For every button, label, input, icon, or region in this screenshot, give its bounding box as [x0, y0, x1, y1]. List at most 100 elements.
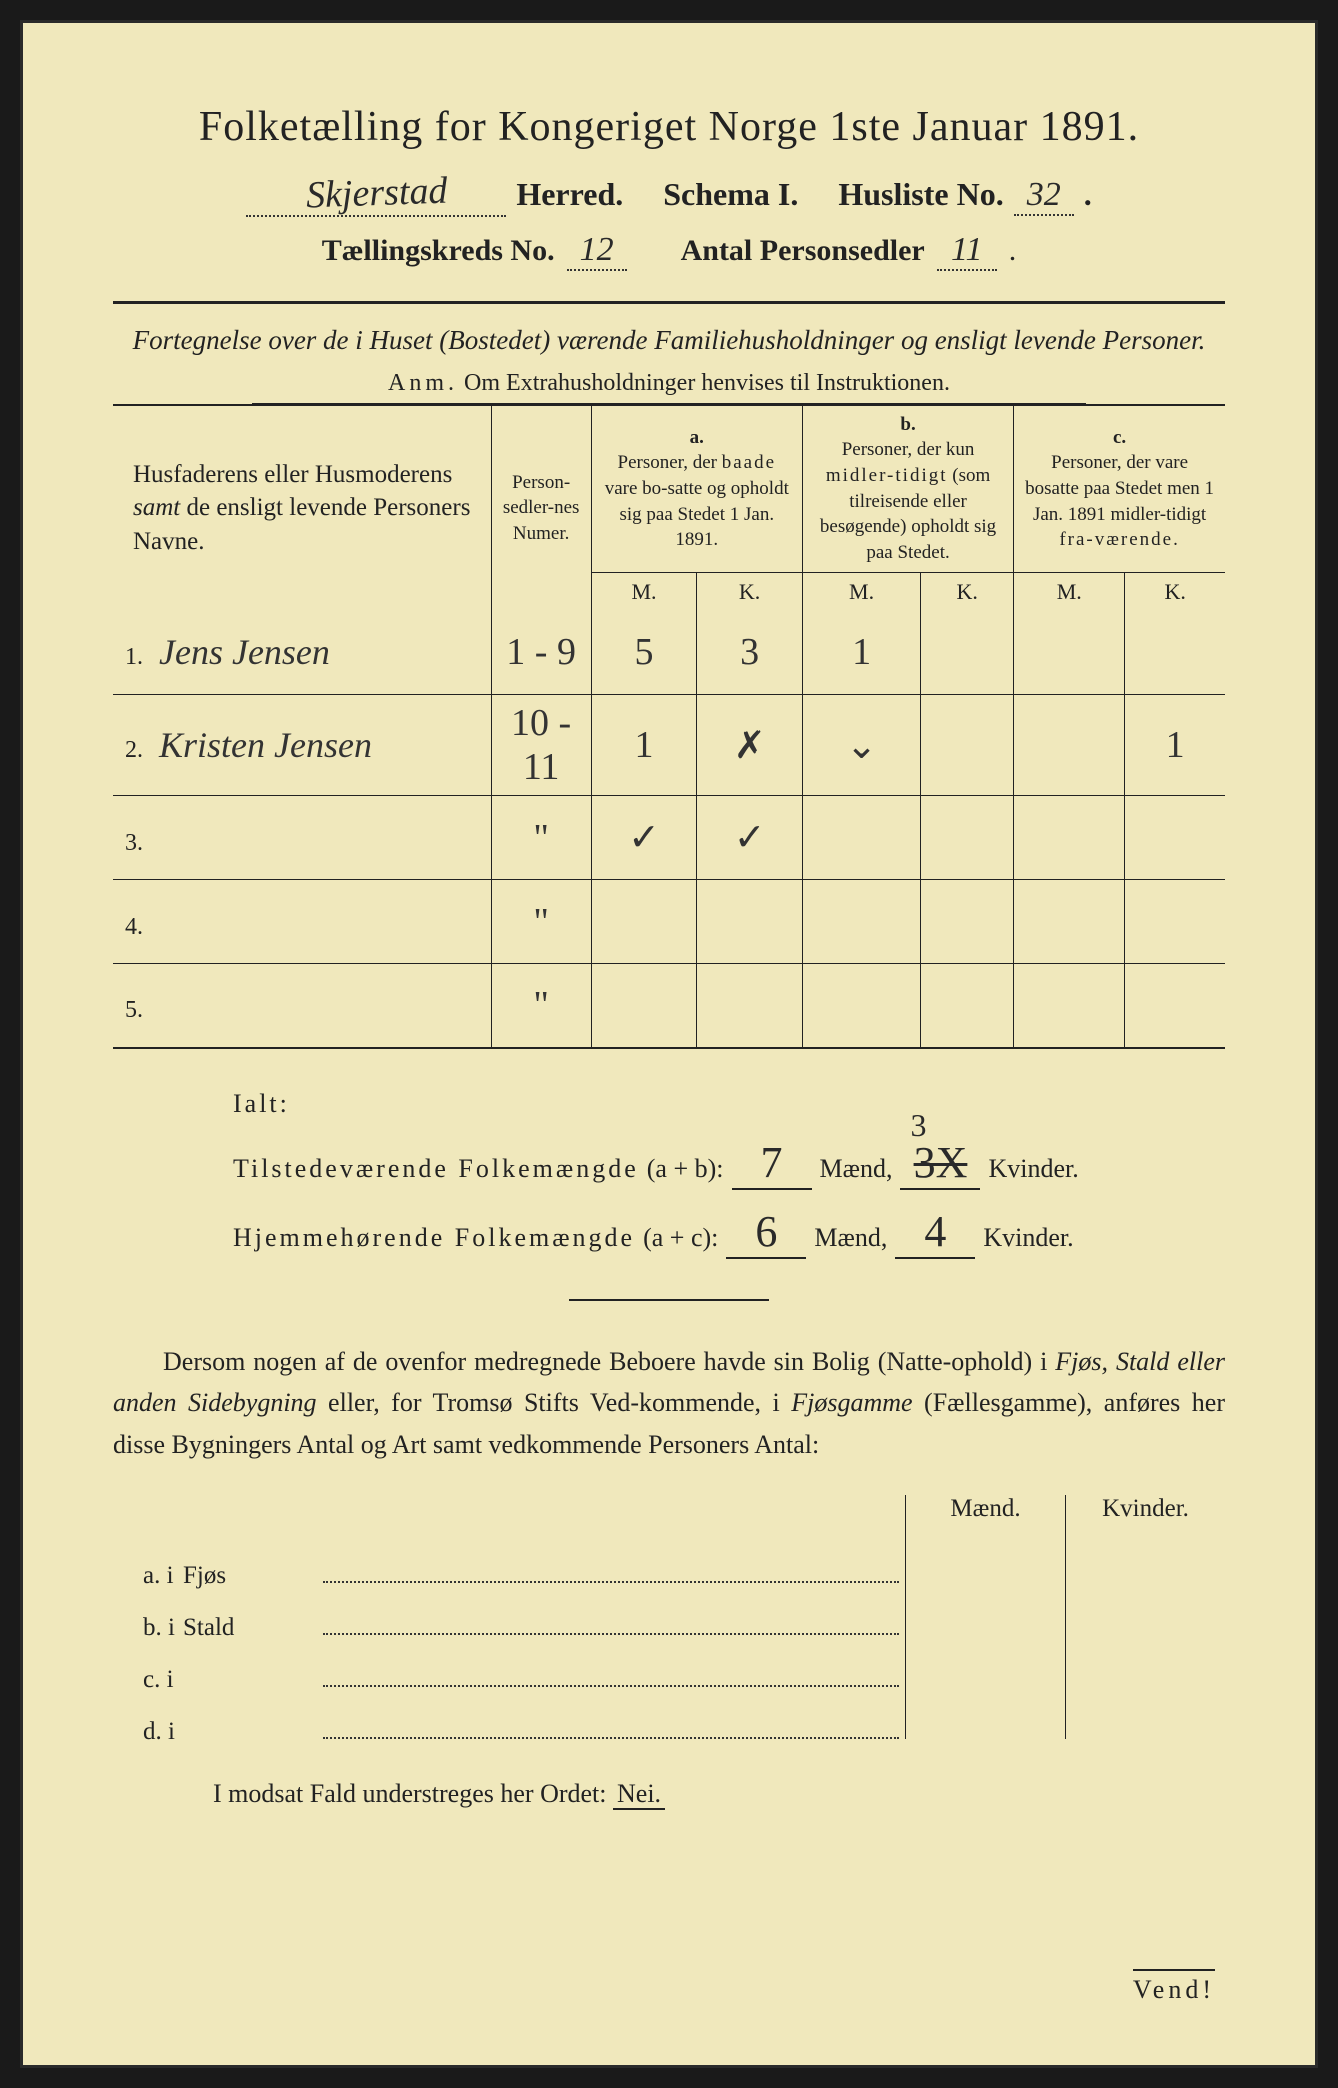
- divider: [113, 301, 1225, 304]
- table-row: 1. Jens Jensen1 - 9531: [113, 611, 1225, 695]
- row-maend: [905, 1635, 1065, 1687]
- b-m-cell: [802, 964, 920, 1048]
- total-present-k-struck: 3X: [914, 1138, 968, 1187]
- a-k-cell: 3: [697, 611, 803, 695]
- herred-handwritten: Skjerstad: [305, 169, 448, 218]
- row-kvinder: [1065, 1635, 1225, 1687]
- c-m-cell: [1014, 611, 1125, 695]
- a-m-cell: [591, 964, 697, 1048]
- col-c-m: M.: [1014, 572, 1125, 611]
- household-table: Husfaderens eller Husmoderens samt de en…: [113, 404, 1225, 1049]
- nei-word: Nei.: [613, 1779, 665, 1810]
- table-row: 2. Kristen Jensen10 - 111✗⌄1: [113, 695, 1225, 796]
- b-m-cell: ⌄: [802, 695, 920, 796]
- dwelling-row: b. iStald: [113, 1583, 1225, 1635]
- total-home-m: 6: [755, 1207, 777, 1256]
- col-c-header: c. Personer, der vare bosatte paa Stedet…: [1014, 405, 1225, 572]
- a-k-cell: ✗: [697, 695, 803, 796]
- a-k-cell: [697, 964, 803, 1048]
- anm-line: Anm. Om Extrahusholdninger henvises til …: [113, 370, 1225, 397]
- row-label: c. i: [113, 1666, 183, 1694]
- b-k-cell: [921, 611, 1014, 695]
- row-type: Stald: [183, 1614, 323, 1642]
- col-a-m: M.: [591, 572, 697, 611]
- a-k-cell: [697, 880, 803, 964]
- name-cell: 1. Jens Jensen: [113, 611, 491, 695]
- dotted-line: [323, 1737, 899, 1739]
- antal-no: 11: [951, 231, 982, 268]
- b-k-cell: [921, 880, 1014, 964]
- col-b-m: M.: [802, 572, 920, 611]
- anm-text: Om Extrahusholdninger henvises til Instr…: [464, 370, 950, 396]
- b-k-cell: [921, 796, 1014, 880]
- dwelling-table: Mænd. Kvinder. a. iFjøsb. iStaldc. id. i: [113, 1495, 1225, 1739]
- c-k-cell: 1: [1125, 695, 1225, 796]
- dwelling-row: a. iFjøs: [113, 1531, 1225, 1583]
- name-cell: 4.: [113, 880, 491, 964]
- bottom-maend-header: Mænd.: [905, 1495, 1065, 1531]
- c-m-cell: [1014, 796, 1125, 880]
- row-maend: [905, 1531, 1065, 1583]
- totals-block: Ialt: Tilstedeværende Folkemængde (a + b…: [113, 1089, 1225, 1259]
- name-cell: 2. Kristen Jensen: [113, 695, 491, 796]
- main-title: Folketælling for Kongeriget Norge 1ste J…: [113, 103, 1225, 151]
- table-row: 5. ": [113, 964, 1225, 1048]
- dotted-line: [323, 1633, 899, 1635]
- schema-label: Schema I.: [663, 176, 798, 213]
- census-form-page: Folketælling for Kongeriget Norge 1ste J…: [20, 20, 1318, 2068]
- row-type: Fjøs: [183, 1562, 323, 1590]
- b-k-cell: [921, 964, 1014, 1048]
- dwelling-row: c. i: [113, 1635, 1225, 1687]
- row-kvinder: [1065, 1531, 1225, 1583]
- kreds-no: 12: [580, 231, 614, 268]
- row-kvinder: [1065, 1583, 1225, 1635]
- a-k-cell: ✓: [697, 796, 803, 880]
- herred-label: Herred.: [516, 176, 623, 213]
- c-k-cell: [1125, 964, 1225, 1048]
- bottom-kvinder-header: Kvinder.: [1065, 1495, 1225, 1531]
- tilstedevaerende-line: Tilstedeværende Folkemængde (a + b): 7 M…: [233, 1137, 1225, 1190]
- hjemmehoerende-line: Hjemmehørende Folkemængde (a + c): 6 Mæn…: [233, 1206, 1225, 1259]
- husliste-no: 32: [1027, 176, 1061, 213]
- anm-label: Anm.: [388, 370, 458, 396]
- dwelling-paragraph: Dersom nogen af de ovenfor medregnede Be…: [113, 1341, 1225, 1466]
- col-b-header: b. Personer, der kun midler-tidigt (som …: [802, 405, 1013, 572]
- col-a-k: K.: [697, 572, 803, 611]
- a-m-cell: 5: [591, 611, 697, 695]
- b-k-cell: [921, 695, 1014, 796]
- col-c-k: K.: [1125, 572, 1225, 611]
- numer-cell: ": [491, 796, 591, 880]
- dwelling-row: d. i: [113, 1687, 1225, 1739]
- vend-label: Vend!: [1133, 1969, 1215, 2005]
- numer-cell: ": [491, 880, 591, 964]
- b-m-cell: [802, 796, 920, 880]
- c-k-cell: [1125, 611, 1225, 695]
- row-label: a. i: [113, 1562, 183, 1590]
- c-k-cell: [1125, 796, 1225, 880]
- col-b-k: K.: [921, 572, 1014, 611]
- dotted-line: [323, 1685, 899, 1687]
- b-m-cell: [802, 880, 920, 964]
- c-m-cell: [1014, 880, 1125, 964]
- c-k-cell: [1125, 880, 1225, 964]
- divider: [569, 1299, 769, 1301]
- col-numer-header: Person-sedler-nes Numer.: [491, 405, 591, 611]
- c-m-cell: [1014, 695, 1125, 796]
- dotted-line: [323, 1581, 899, 1583]
- subtitle: Fortegnelse over de i Huset (Bostedet) v…: [113, 322, 1225, 360]
- name-cell: 3.: [113, 796, 491, 880]
- a-m-cell: [591, 880, 697, 964]
- a-m-cell: 1: [591, 695, 697, 796]
- row-maend: [905, 1687, 1065, 1739]
- ialt-label: Ialt:: [233, 1089, 1225, 1119]
- row-label: d. i: [113, 1718, 183, 1746]
- name-cell: 5.: [113, 964, 491, 1048]
- col-names-header: Husfaderens eller Husmoderens samt de en…: [113, 405, 491, 611]
- a-m-cell: ✓: [591, 796, 697, 880]
- row-kvinder: [1065, 1687, 1225, 1739]
- total-home-k: 4: [924, 1207, 946, 1256]
- table-row: 3. "✓✓: [113, 796, 1225, 880]
- c-m-cell: [1014, 964, 1125, 1048]
- total-present-m: 7: [761, 1138, 783, 1187]
- nei-line: I modsat Fald understreges her Ordet: Ne…: [113, 1779, 1225, 1809]
